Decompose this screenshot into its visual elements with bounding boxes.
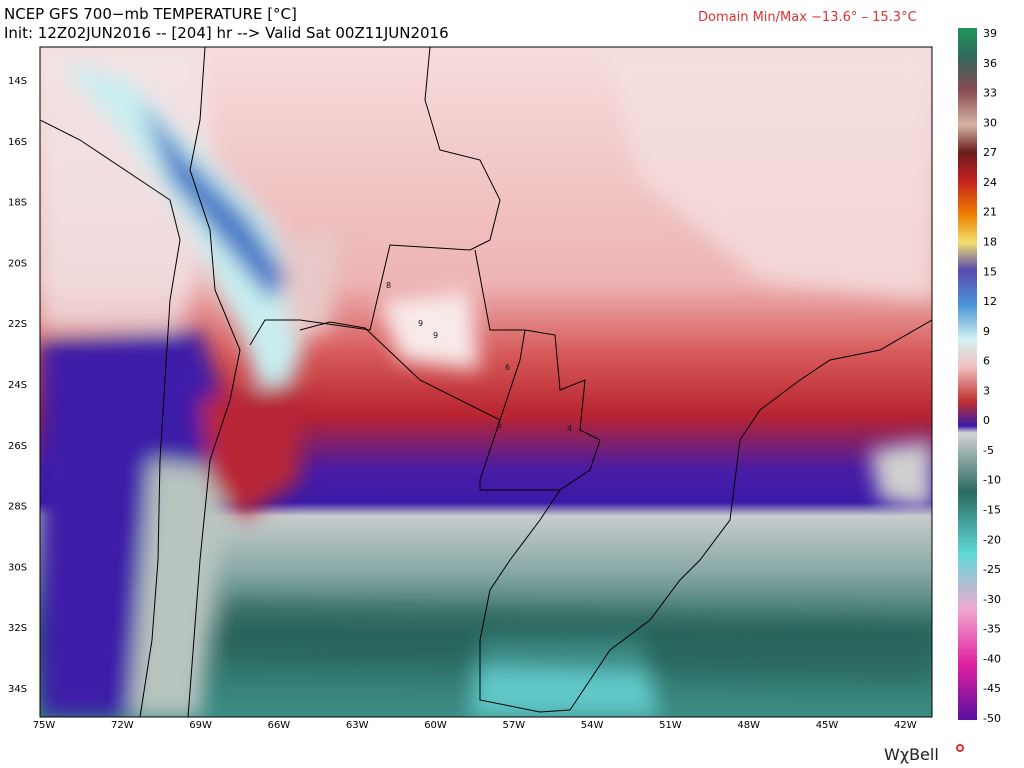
colorbar-label: -15 [983,504,1001,517]
contour-label: 9 [433,331,438,340]
colorbar-label: -5 [983,444,994,457]
title: NCEP GFS 700−mb TEMPERATURE [°C] [4,5,297,23]
colorbar-label: -25 [983,563,1001,576]
lon-label: 45W [816,720,839,731]
colorbar-label: -45 [983,682,1001,695]
colorbar-label: 33 [983,87,997,100]
lat-label: 34S [8,684,27,695]
contour-label: 9 [418,319,423,328]
colorbar-label: 21 [983,206,997,219]
lon-label: 57W [502,720,525,731]
lon-label: 54W [581,720,604,731]
map-frame [39,46,933,718]
lon-label: 63W [346,720,369,731]
lat-label: 30S [8,562,27,573]
lon-label: 75W [33,720,56,731]
borders [40,47,932,717]
lat-labels: 14S 16S 18S 20S 22S 24S 26S 28S 30S 32S 34S [8,76,27,695]
colorbar-label: -30 [983,593,1001,606]
contour-label: 8 [386,281,391,290]
colorbar-label: 3 [983,384,990,397]
lat-label: 28S [8,502,27,513]
contour-label: 4 [567,424,572,433]
colorbar-label: 24 [983,176,997,189]
colorbar-label: 0 [983,414,990,427]
colorbar-label: 39 [983,27,997,40]
domain-minmax: Domain Min/Max −13.6° – 15.3°C [698,10,917,25]
lon-label: 42W [894,720,917,731]
colorbar-label: -35 [983,623,1001,636]
lat-label: 26S [8,441,27,452]
lat-label: 24S [8,380,27,391]
colorbar-label: 27 [983,146,997,159]
colorbar-label: 30 [983,116,997,129]
contour-label: 6 [505,363,510,372]
colorbar-label: 9 [983,325,990,338]
lat-label: 32S [8,623,27,634]
colorbar-label: 12 [983,295,997,308]
lon-label: 60W [424,720,447,731]
lon-label: 48W [737,720,760,731]
map: 8 9 9 6 5 4 [40,47,932,717]
colorbar-label: -50 [983,712,1001,725]
lon-label: 69W [189,720,212,731]
colorbar [958,28,977,720]
field-features [40,47,932,717]
lon-label: 66W [268,720,291,731]
contour-label: 5 [497,421,502,430]
colorbar-label: -20 [983,533,1001,546]
colorbar-label: 36 [983,57,997,70]
colorbar-label: -40 [983,652,1001,665]
lon-labels: 75W 72W 69W 66W 63W 60W 57W 54W 51W 48W 45W 42W [33,720,917,731]
colorbar-labels: 393633302724211815129630-5-10-15-20-25-3… [983,27,1001,725]
logo-dot [956,744,964,752]
init-line: Init: 12Z02JUN2016 -- [204] hr --> Valid… [4,24,449,42]
colorbar-label: 6 [983,355,990,368]
lat-label: 22S [8,319,27,330]
lon-label: 72W [111,720,134,731]
lat-label: 18S [8,198,27,209]
lat-label: 20S [8,258,27,269]
lat-label: 14S [8,76,27,87]
colorbar-label: 18 [983,235,997,248]
colorbar-label: 15 [983,265,997,278]
lat-label: 16S [8,137,27,148]
colorbar-label: -10 [983,474,1001,487]
lon-label: 51W [659,720,682,731]
logo: WχBell [884,745,939,764]
